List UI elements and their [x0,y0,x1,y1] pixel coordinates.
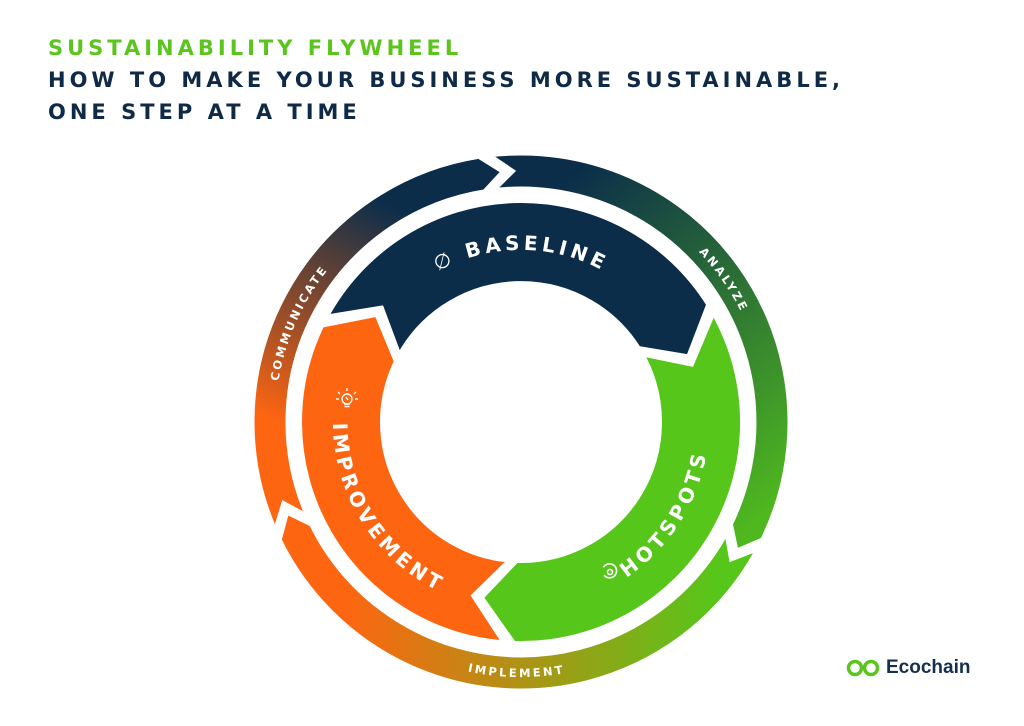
outer-segment-communicate [249,153,508,539]
subtitle-line-2: ONE STEP AT A TIME [48,100,361,124]
subtitle-line-1: HOW TO MAKE YOUR BUSINESS MORE SUSTAINAB… [48,68,845,92]
ecochain-logo-text: Ecochain [886,657,971,678]
lightbulb-icon [336,388,358,408]
outer-segment-analyze [481,150,793,555]
inner-segment-hotspots [476,304,747,647]
outer-segment-implement [276,508,764,694]
hotspot-icon [602,563,618,579]
inner-segment-baseline [319,197,713,365]
inner-segment-improvement [296,310,519,647]
page-title: SUSTAINABILITY FLYWHEEL [48,36,463,60]
label-implement: IMPLEMENT [467,661,566,681]
ecochain-logo: Ecochain [846,657,970,679]
ecochain-logo-icon [846,659,880,677]
